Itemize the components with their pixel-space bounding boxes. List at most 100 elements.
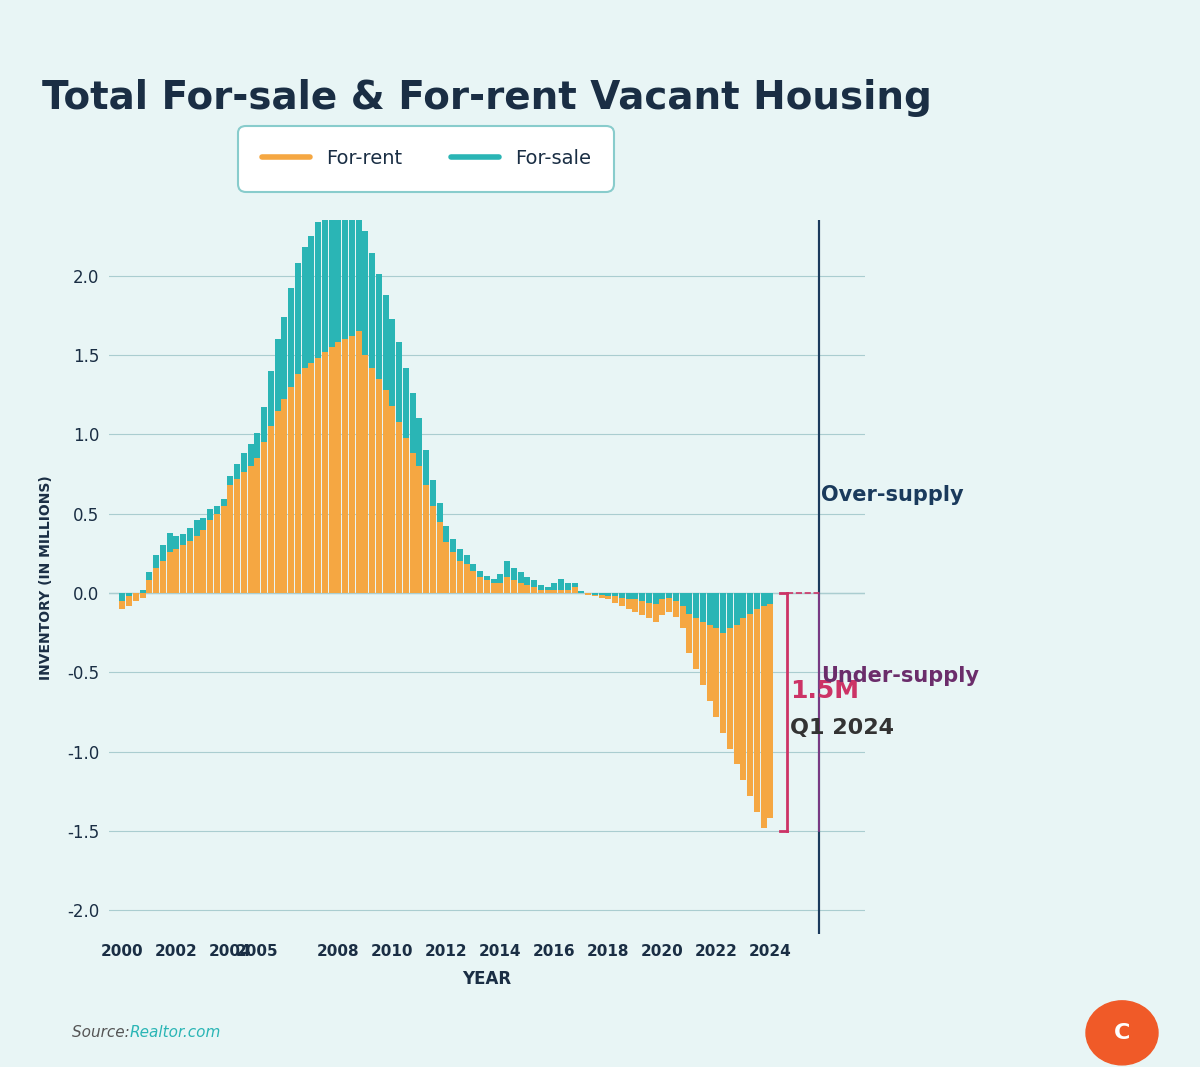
Bar [139,593,145,598]
Bar [457,561,463,593]
Bar [497,574,503,584]
Bar [733,593,739,625]
Bar [713,593,719,627]
Bar [640,593,646,601]
Bar [646,593,652,603]
Bar [416,466,422,593]
Bar [532,587,538,593]
Bar [666,593,672,612]
Bar [653,593,659,604]
Bar [592,593,598,594]
Bar [551,584,557,590]
Bar [694,593,700,669]
Bar [740,593,746,619]
Bar [262,408,268,442]
Bar [295,262,301,375]
Bar [342,339,348,593]
Text: Q1 2024: Q1 2024 [790,718,894,738]
Bar [450,552,456,593]
Bar [679,593,685,627]
Text: Over-supply: Over-supply [821,484,964,505]
Bar [754,593,760,812]
Bar [437,503,443,522]
Bar [362,232,368,355]
Bar [214,506,220,513]
Bar [707,593,713,625]
Bar [167,552,173,593]
Bar [281,317,287,399]
Bar [355,331,361,593]
Bar [322,209,328,352]
Bar [316,359,322,593]
Text: Under-supply: Under-supply [821,666,979,685]
Bar [200,519,206,529]
Bar [335,343,341,593]
Bar [146,580,152,593]
Bar [208,520,214,593]
Bar [463,564,469,593]
Bar [478,577,484,593]
Bar [612,593,618,596]
Bar [275,411,281,593]
Bar [524,585,530,593]
Bar [599,593,605,594]
Bar [288,386,294,593]
Bar [119,593,125,609]
Bar [612,593,618,603]
Bar [180,545,186,593]
Bar [119,593,125,601]
Bar [187,541,193,593]
Bar [281,399,287,593]
Bar [666,593,672,598]
Bar [517,572,523,584]
Bar [409,393,415,453]
Bar [301,368,307,593]
Bar [214,513,220,593]
Bar [592,593,598,596]
Bar [450,539,456,552]
Y-axis label: INVENTORY (IN MILLIONS): INVENTORY (IN MILLIONS) [38,475,53,680]
X-axis label: YEAR: YEAR [462,970,511,988]
Bar [457,548,463,561]
Bar [160,561,166,593]
Bar [478,571,484,577]
Bar [463,555,469,564]
Bar [167,532,173,552]
Bar [720,593,726,633]
Bar [362,355,368,593]
Bar [694,593,700,619]
Bar [646,593,652,619]
Bar [571,587,577,593]
Bar [389,319,395,405]
Bar [733,593,739,764]
Bar [511,580,517,593]
Bar [342,193,348,339]
Bar [370,368,376,593]
Bar [288,288,294,386]
Bar [538,585,544,590]
Bar [551,590,557,593]
Bar [396,343,402,421]
Bar [632,593,638,612]
Bar [504,561,510,577]
Bar [632,593,638,600]
Bar [241,473,247,593]
Bar [349,196,355,336]
Bar [700,593,706,622]
Bar [470,571,476,593]
Bar [403,437,409,593]
Bar [254,458,260,593]
Bar [545,587,551,590]
Bar [430,506,436,593]
Bar [139,590,145,593]
Bar [599,593,605,598]
Bar [605,593,611,596]
Bar [625,593,631,600]
Bar [370,254,376,368]
Bar [727,593,733,749]
Bar [707,593,713,701]
Bar [504,577,510,593]
Bar [247,444,253,466]
Bar [673,593,679,617]
Bar [545,590,551,593]
